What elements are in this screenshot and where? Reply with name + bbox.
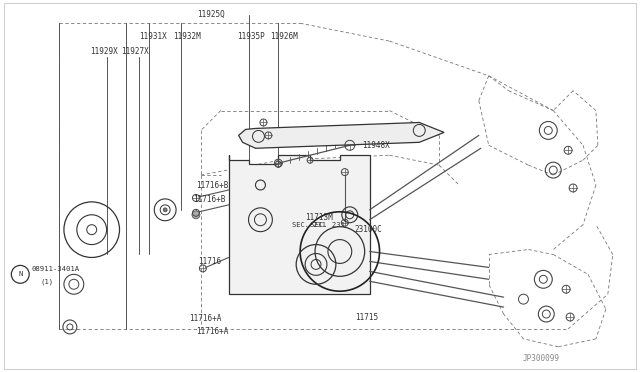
Text: 11716+B: 11716+B bbox=[196, 180, 228, 189]
Text: SEC. 231: SEC. 231 bbox=[310, 222, 345, 228]
Text: 11716+B: 11716+B bbox=[193, 195, 225, 204]
Text: 08911-3401A: 08911-3401A bbox=[31, 266, 79, 272]
Text: 11716+A: 11716+A bbox=[196, 327, 228, 336]
Text: 11926M: 11926M bbox=[270, 32, 298, 41]
Text: 11935P: 11935P bbox=[237, 32, 264, 41]
Text: 11929X: 11929X bbox=[90, 46, 118, 55]
Text: 11715: 11715 bbox=[355, 312, 378, 321]
Text: 11716: 11716 bbox=[198, 257, 221, 266]
Text: (1): (1) bbox=[40, 278, 53, 285]
Text: 11932M: 11932M bbox=[173, 32, 201, 41]
Text: 11713M: 11713M bbox=[305, 213, 333, 222]
Polygon shape bbox=[239, 122, 444, 148]
Text: 11716+A: 11716+A bbox=[189, 314, 221, 324]
Polygon shape bbox=[228, 155, 370, 294]
Text: 23100C: 23100C bbox=[355, 225, 383, 234]
Text: 11931X: 11931X bbox=[140, 32, 167, 41]
Text: SEC. 231: SEC. 231 bbox=[292, 222, 326, 228]
Text: 11927X: 11927X bbox=[122, 46, 149, 55]
Text: 11925Q: 11925Q bbox=[197, 10, 225, 19]
Text: 11948X: 11948X bbox=[362, 141, 389, 150]
Circle shape bbox=[192, 211, 200, 219]
Text: JP300099: JP300099 bbox=[522, 354, 559, 363]
Circle shape bbox=[163, 208, 167, 212]
Text: N: N bbox=[18, 271, 22, 278]
